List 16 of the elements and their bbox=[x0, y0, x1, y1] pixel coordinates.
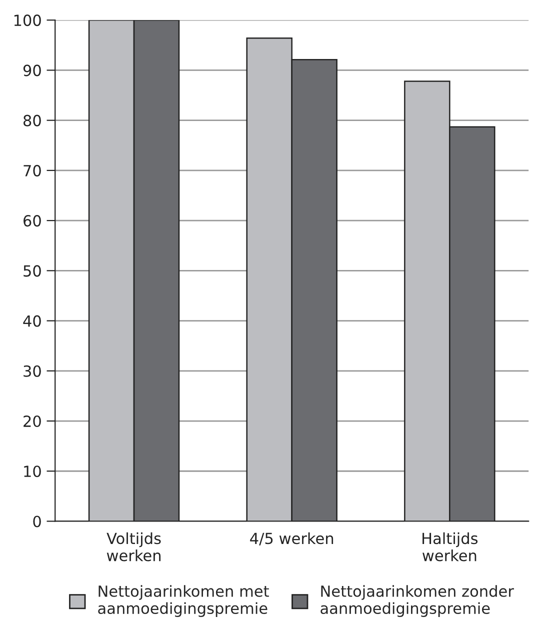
y-tick-label: 20 bbox=[24, 415, 41, 428]
legend-label: Nettojaarinkomen zonder aanmoedigingspremie bbox=[320, 585, 514, 617]
y-tick-label: 70 bbox=[24, 164, 41, 176]
x-tick-label: Voltijds werken bbox=[106, 532, 161, 562]
y-tick-label: 90 bbox=[23, 64, 41, 76]
legend-label: Nettojaarinkomen met aanmoedigingspremie bbox=[98, 585, 269, 617]
y-tick-label: 0 bbox=[33, 516, 41, 528]
y-tick-label: 60 bbox=[24, 215, 41, 227]
x-tick-label: Haltijds werken bbox=[422, 532, 478, 562]
y-tick-label: 40 bbox=[23, 315, 41, 327]
y-tick-label: 100 bbox=[14, 14, 41, 26]
y-tick-label: 10 bbox=[24, 466, 41, 478]
x-tick-label: 4/5 werken bbox=[250, 532, 334, 546]
y-tick-label: 50 bbox=[24, 265, 41, 277]
y-tick-label: 30 bbox=[24, 365, 41, 377]
y-tick-label: 80 bbox=[24, 114, 41, 126]
